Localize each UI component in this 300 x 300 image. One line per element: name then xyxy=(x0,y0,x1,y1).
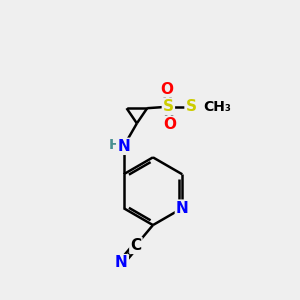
Text: CH₃: CH₃ xyxy=(203,100,231,114)
Text: N: N xyxy=(176,201,189,216)
Text: O: O xyxy=(163,117,176,132)
Text: C: C xyxy=(130,238,142,253)
Text: S: S xyxy=(185,99,197,114)
Text: O: O xyxy=(160,82,173,97)
Text: N: N xyxy=(117,139,130,154)
Text: H: H xyxy=(108,138,120,152)
Text: S: S xyxy=(163,99,174,114)
Text: N: N xyxy=(115,255,128,270)
